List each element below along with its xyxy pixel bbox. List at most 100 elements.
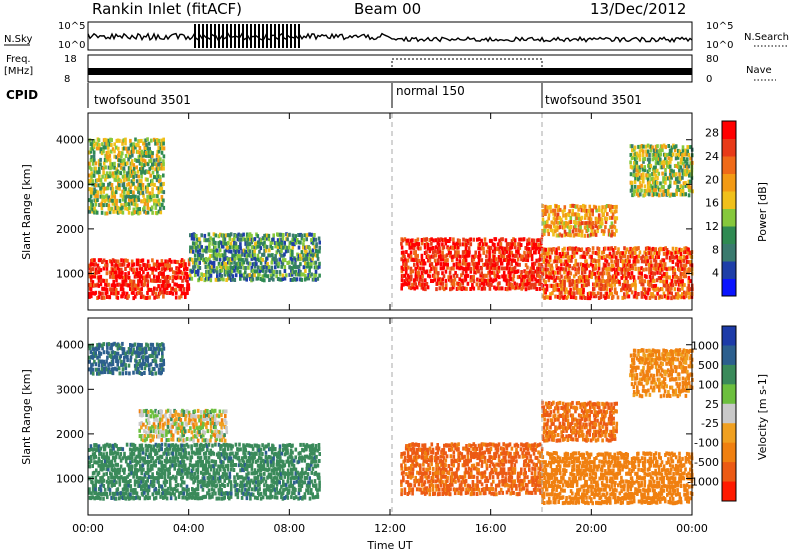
- data-cell: [146, 274, 150, 279]
- data-cell: [529, 253, 532, 258]
- data-cell: [681, 286, 684, 291]
- data-cell: [561, 286, 565, 291]
- data-cell: [424, 278, 427, 283]
- data-cell: [122, 262, 126, 267]
- data-cell: [569, 291, 572, 296]
- data-cell: [146, 185, 149, 190]
- data-cell: [267, 253, 270, 258]
- data-cell: [662, 185, 665, 189]
- data-cell: [593, 294, 596, 299]
- data-cell: [531, 238, 534, 243]
- data-cell: [599, 282, 603, 287]
- data-cell: [421, 282, 424, 287]
- data-cell: [283, 240, 286, 245]
- data-cell: [458, 282, 462, 287]
- data-cell: [236, 472, 239, 477]
- data-cell: [547, 216, 550, 221]
- data-cell: [684, 274, 687, 279]
- data-cell: [168, 283, 172, 288]
- data-cell: [659, 144, 663, 149]
- data-cell: [119, 452, 123, 456]
- data-cell: [114, 262, 118, 267]
- data-cell: [99, 496, 102, 501]
- data-cell: [314, 237, 318, 242]
- data-cell: [500, 266, 504, 271]
- data-cell: [144, 495, 148, 499]
- data-cell: [121, 496, 125, 500]
- data-cell: [544, 212, 547, 216]
- data-cell: [88, 464, 92, 469]
- data-cell: [160, 197, 164, 202]
- data-cell: [229, 241, 233, 246]
- data-cell: [165, 278, 168, 283]
- data-cell: [507, 286, 510, 290]
- data-cell: [660, 184, 664, 189]
- data-cell: [160, 163, 164, 167]
- data-cell: [238, 249, 241, 254]
- data-cell: [147, 484, 151, 489]
- data-cell: [594, 259, 598, 264]
- data-cell: [225, 452, 229, 457]
- data-cell: [129, 166, 133, 171]
- data-cell: [116, 185, 119, 190]
- data-cell: [303, 257, 307, 262]
- data-cell: [151, 191, 154, 196]
- data-cell: [643, 189, 647, 193]
- data-cell: [664, 168, 667, 172]
- data-cell: [110, 183, 114, 187]
- data-cell: [95, 479, 99, 484]
- data-cell: [96, 194, 99, 199]
- data-cell: [214, 471, 217, 476]
- data-cell: [255, 480, 258, 485]
- data-cell: [105, 263, 109, 268]
- data-cell: [93, 158, 96, 163]
- data-cell: [140, 484, 143, 489]
- data-cell: [656, 251, 659, 256]
- data-cell: [88, 165, 92, 170]
- data-cell: [93, 198, 96, 203]
- data-cell: [516, 262, 520, 267]
- data-cell: [552, 284, 555, 289]
- data-cell: [304, 261, 307, 266]
- data-cell: [671, 283, 675, 288]
- data-cell: [582, 294, 586, 299]
- data-cell: [165, 496, 169, 501]
- data-cell: [187, 444, 190, 449]
- data-cell: [198, 244, 202, 249]
- data-cell: [504, 286, 508, 291]
- data-cell: [594, 251, 598, 255]
- data-cell: [262, 488, 266, 493]
- data-cell: [96, 142, 100, 147]
- data-cell: [124, 278, 128, 283]
- data-cell: [297, 269, 301, 274]
- data-cell: [225, 248, 228, 253]
- data-cell: [520, 254, 523, 259]
- data-cell: [668, 152, 672, 156]
- data-cell: [162, 173, 165, 178]
- data-cell: [245, 274, 249, 279]
- data-cell: [651, 193, 654, 198]
- data-cell: [162, 495, 165, 500]
- data-cell: [148, 295, 151, 300]
- data-cell: [166, 262, 170, 267]
- data-cell: [244, 238, 247, 242]
- data-cell: [583, 221, 587, 226]
- data-cell: [510, 239, 514, 244]
- data-cell: [554, 225, 557, 230]
- data-cell: [664, 266, 667, 271]
- data-cell: [637, 144, 640, 149]
- data-cell: [214, 241, 217, 245]
- data-cell: [664, 180, 667, 185]
- data-cell: [518, 285, 522, 290]
- freq-trace: [88, 68, 692, 75]
- data-cell: [248, 249, 252, 254]
- data-cell: [109, 166, 112, 171]
- data-cell: [689, 161, 692, 166]
- data-cell: [130, 182, 134, 187]
- data-cell: [490, 238, 493, 243]
- data-cell: [451, 245, 454, 250]
- data-cell: [232, 454, 236, 459]
- data-cell: [654, 263, 658, 268]
- data-cell: [168, 291, 171, 295]
- data-cell: [517, 285, 520, 290]
